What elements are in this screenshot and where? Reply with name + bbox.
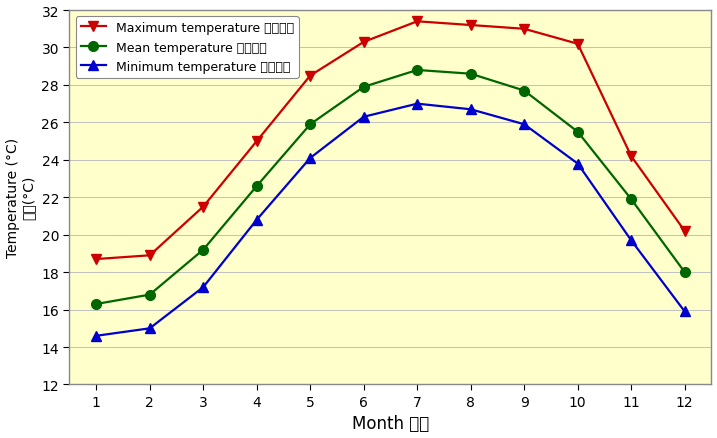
Mean temperature 平均氣溫 (146, 292, 154, 297)
Mean temperature 平均氣溫 (520, 89, 528, 94)
Maximum temperature 最高氣溫 (252, 139, 261, 145)
Maximum temperature 最高氣溫 (466, 23, 475, 28)
Maximum temperature 最高氣溫 (146, 253, 154, 258)
Maximum temperature 最高氣溫 (92, 257, 100, 262)
Minimum temperature 最低氣溫 (199, 285, 207, 290)
Minimum temperature 最低氣溫 (574, 162, 582, 167)
Maximum temperature 最高氣溫 (574, 42, 582, 47)
Minimum temperature 最低氣溫 (680, 309, 689, 314)
Maximum temperature 最高氣溫 (306, 74, 315, 79)
Mean temperature 平均氣溫 (627, 197, 635, 202)
Mean temperature 平均氣溫 (199, 247, 207, 253)
Line: Minimum temperature 最低氣溫: Minimum temperature 最低氣溫 (91, 99, 690, 341)
Line: Maximum temperature 最高氣溫: Maximum temperature 最高氣溫 (91, 18, 690, 264)
Mean temperature 平均氣溫 (359, 85, 368, 90)
Mean temperature 平均氣溫 (466, 72, 475, 77)
Maximum temperature 最高氣溫 (627, 154, 635, 159)
Mean temperature 平均氣溫 (413, 68, 422, 74)
Minimum temperature 最低氣溫 (413, 102, 422, 107)
Mean temperature 平均氣溫 (306, 122, 315, 127)
Maximum temperature 最高氣溫 (520, 27, 528, 32)
Legend: Maximum temperature 最高氣溫, Mean temperature 平均氣溫, Minimum temperature 最低氣溫: Maximum temperature 最高氣溫, Mean temperatu… (76, 17, 299, 79)
Minimum temperature 最低氣溫 (92, 333, 100, 339)
Minimum temperature 最低氣溫 (627, 238, 635, 244)
Mean temperature 平均氣溫 (574, 130, 582, 135)
Mean temperature 平均氣溫 (252, 184, 261, 189)
Maximum temperature 最高氣溫 (680, 229, 689, 234)
Minimum temperature 最低氣溫 (306, 156, 315, 161)
Minimum temperature 最低氣溫 (359, 115, 368, 120)
Maximum temperature 最高氣溫 (199, 205, 207, 210)
Maximum temperature 最高氣溫 (413, 20, 422, 25)
Maximum temperature 最高氣溫 (359, 40, 368, 46)
Minimum temperature 最低氣溫 (520, 122, 528, 127)
Mean temperature 平均氣溫 (680, 270, 689, 275)
Minimum temperature 最低氣溫 (146, 326, 154, 331)
X-axis label: Month 月份: Month 月份 (352, 414, 429, 432)
Minimum temperature 最低氣溫 (466, 107, 475, 113)
Line: Mean temperature 平均氣溫: Mean temperature 平均氣溫 (91, 66, 690, 309)
Mean temperature 平均氣溫 (92, 302, 100, 307)
Minimum temperature 最低氣溫 (252, 218, 261, 223)
Y-axis label: Temperature (°C)
氣溫(°C): Temperature (°C) 氣溫(°C) (6, 138, 36, 258)
